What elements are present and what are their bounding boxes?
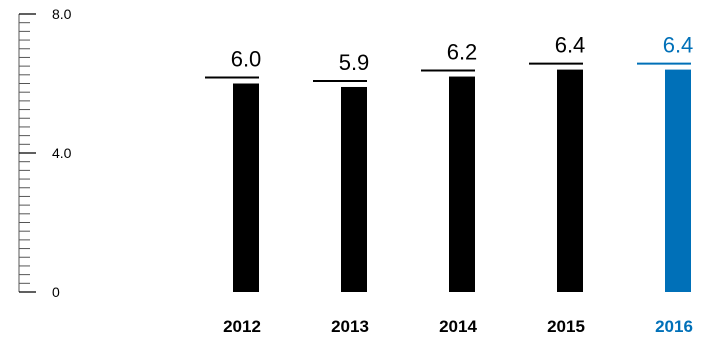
y-tick-label: 8.0 [52, 6, 72, 22]
bar-2014 [449, 76, 475, 292]
category-label-2013: 2013 [331, 317, 369, 336]
category-label-2014: 2014 [439, 317, 477, 336]
y-axis-minor-ticks [19, 22, 30, 284]
y-axis-ticks: 0 4.0 8.0 [19, 6, 72, 300]
value-label-2016: 6.4 [663, 33, 694, 58]
reference-lines [205, 62, 691, 82]
category-label-2015: 2015 [547, 317, 585, 336]
bar-2012 [233, 83, 259, 292]
value-label-2012: 6.0 [231, 47, 262, 72]
value-labels: 6.0 5.9 6.2 6.4 6.4 [231, 33, 694, 75]
y-tick-label: 4.0 [52, 145, 72, 161]
bar-2016 [665, 69, 691, 292]
y-tick-label: 0 [52, 284, 60, 300]
value-label-2014: 6.2 [447, 40, 478, 65]
value-label-2013: 5.9 [339, 50, 370, 75]
value-label-2015: 6.4 [555, 33, 586, 58]
bar-2015 [557, 69, 583, 292]
category-label-2016: 2016 [655, 317, 693, 336]
bar-2013 [341, 86, 367, 292]
bars [233, 69, 691, 292]
category-label-2012: 2012 [223, 317, 261, 336]
x-axis-labels: 2012 2013 2014 2015 2016 [223, 317, 693, 336]
